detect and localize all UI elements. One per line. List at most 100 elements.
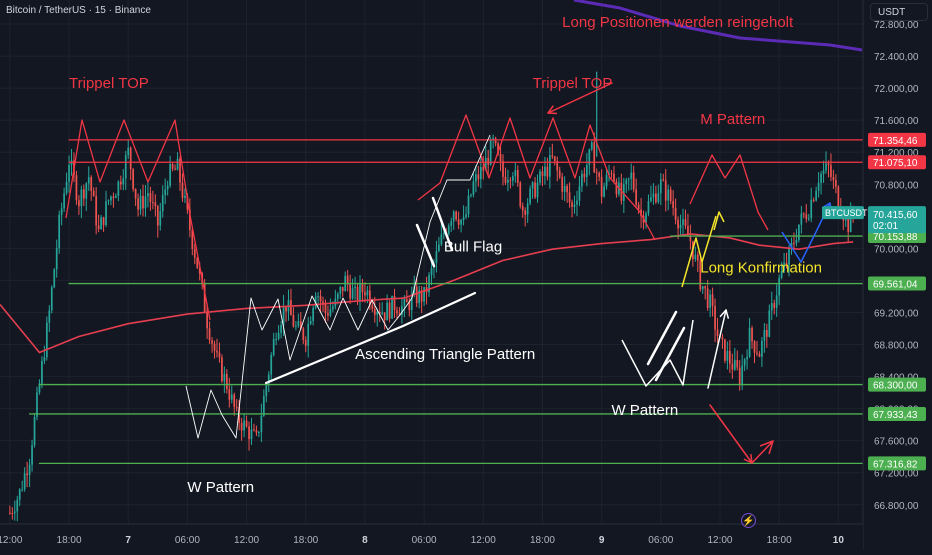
- candle-body: [820, 173, 822, 183]
- purple-indicator-line: [573, 0, 863, 52]
- candle-body: [53, 269, 56, 288]
- candle-body: [783, 262, 785, 272]
- trippel-top-right-drawing: [417, 114, 656, 241]
- candle-body: [430, 268, 433, 276]
- candle-body: [107, 200, 110, 202]
- candle-body: [243, 420, 245, 431]
- lightning-icon[interactable]: ⚡: [741, 513, 756, 528]
- candle-body: [672, 201, 675, 208]
- candle-body: [632, 172, 635, 190]
- candle-body: [778, 277, 781, 296]
- candle-body: [595, 172, 598, 174]
- candle-body: [696, 254, 699, 261]
- candle-body: [716, 329, 719, 337]
- candle-body: [544, 166, 546, 177]
- candle-body: [304, 339, 307, 346]
- candle-body: [100, 217, 102, 230]
- candle-body: [322, 301, 324, 303]
- candle-body: [662, 179, 665, 181]
- yellow-arrow-head: [713, 211, 725, 231]
- candle-body: [295, 325, 297, 327]
- candle-body: [381, 312, 384, 314]
- candle-body: [475, 174, 477, 182]
- candle-body: [551, 155, 554, 157]
- candle-body: [793, 242, 795, 244]
- candle-body: [484, 157, 487, 171]
- currency-button[interactable]: USDT: [870, 3, 928, 21]
- candle-body: [566, 185, 568, 193]
- candle-body: [553, 156, 556, 161]
- candle-body: [442, 232, 445, 235]
- candle-body: [307, 323, 310, 346]
- moving-average-line: [0, 233, 854, 354]
- candle-body: [637, 204, 640, 210]
- candle-body: [765, 330, 768, 337]
- candle-body: [679, 224, 682, 229]
- candle-body: [514, 169, 517, 177]
- candle-body: [218, 352, 221, 358]
- candle-body: [386, 302, 388, 321]
- bull-flag-upper: [415, 223, 436, 268]
- candle-body: [250, 429, 253, 440]
- candle-body: [746, 356, 748, 360]
- candle-body: [260, 415, 263, 432]
- candle-body: [36, 392, 38, 418]
- annotation-label: Trippel TOP: [69, 75, 149, 92]
- candle-body: [346, 275, 349, 285]
- price-tick-label: 67.200,00: [874, 469, 919, 480]
- candle-body: [645, 213, 647, 223]
- candle-body: [230, 394, 233, 400]
- candle-body: [689, 236, 692, 242]
- candle-body: [117, 181, 120, 196]
- candle-body: [788, 247, 790, 265]
- candle-body: [440, 234, 443, 245]
- candle-body: [401, 306, 403, 315]
- candle-body: [403, 299, 406, 307]
- price-level-label: 71.075,10: [873, 158, 918, 169]
- time-tick-label: 18:00: [57, 535, 82, 546]
- candle-body: [95, 196, 98, 226]
- candle-body: [161, 195, 164, 212]
- candle-body: [368, 290, 371, 305]
- last-price-badge: [868, 206, 926, 234]
- candle-body: [28, 464, 31, 476]
- candle-body: [262, 396, 265, 416]
- rebound-arrow-head: [759, 440, 774, 455]
- candle-body: [282, 306, 285, 326]
- candle-body: [253, 429, 255, 431]
- candle-body: [171, 164, 174, 169]
- candle-body: [154, 202, 157, 207]
- candle-body: [174, 168, 176, 170]
- candle-body: [849, 210, 852, 233]
- candle-body: [785, 262, 788, 265]
- triangle-support-line-2: [401, 291, 477, 328]
- time-tick-label: 06:00: [412, 535, 437, 546]
- candle-body: [558, 170, 561, 177]
- annotation-label: W Pattern: [611, 402, 678, 419]
- candle-body: [526, 203, 529, 215]
- candle-body: [541, 171, 544, 177]
- candle-body: [807, 218, 810, 220]
- candle-body: [613, 173, 615, 182]
- candle-body: [181, 182, 184, 198]
- candle-body: [420, 290, 423, 302]
- candle-body: [487, 157, 490, 165]
- candle-body: [627, 178, 630, 180]
- candle-body: [847, 214, 850, 233]
- candle-body: [364, 292, 366, 296]
- candle-body: [563, 185, 566, 192]
- candle-body: [512, 176, 514, 181]
- candle-body: [78, 200, 80, 207]
- candle-body: [499, 153, 502, 162]
- annotation-label: Ascending Triangle Pattern: [355, 346, 535, 363]
- candle-body: [825, 163, 827, 171]
- candle-body: [423, 287, 425, 302]
- candle-body: [590, 142, 593, 150]
- candle-body: [255, 430, 258, 433]
- candle-body: [585, 164, 588, 178]
- candle-body: [635, 189, 638, 205]
- candle-body: [795, 239, 798, 244]
- time-tick-label: 06:00: [175, 535, 200, 546]
